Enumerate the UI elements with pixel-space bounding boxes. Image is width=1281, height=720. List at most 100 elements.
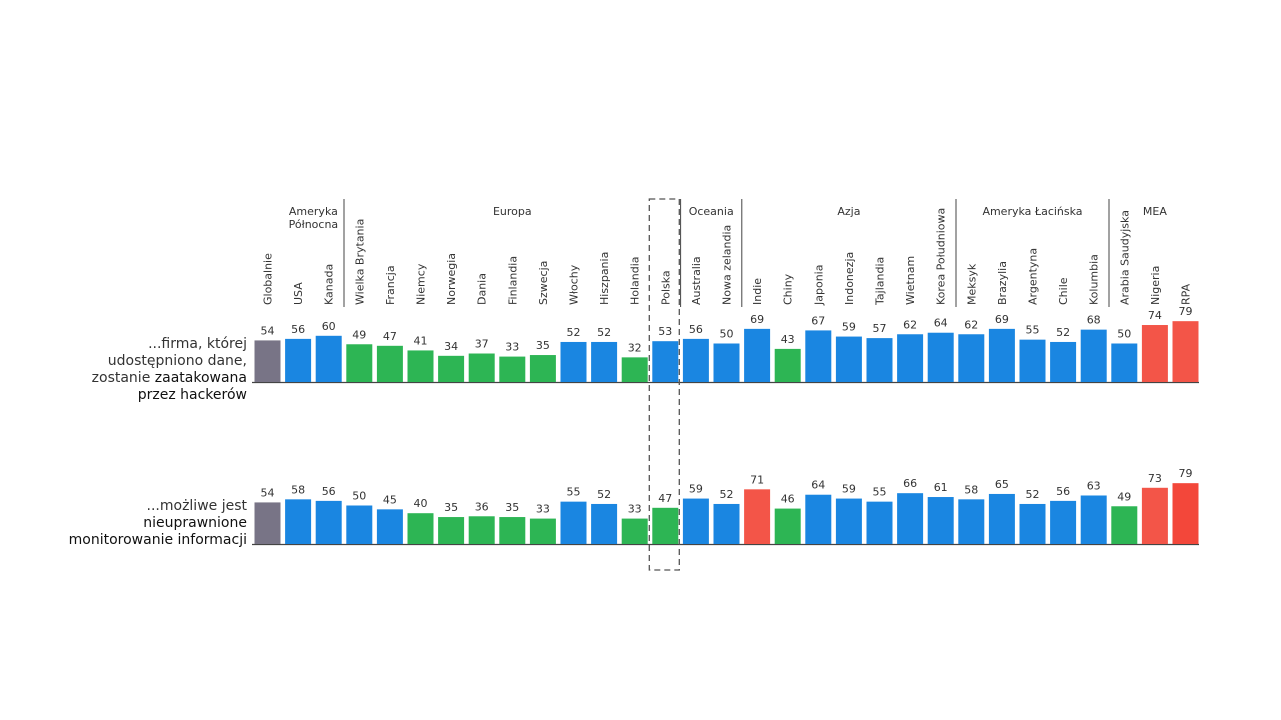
category-label: Finlandia	[506, 256, 519, 305]
category-label: Włochy	[568, 264, 581, 305]
value-label: 52	[1056, 326, 1070, 339]
category-label: Hiszpania	[598, 252, 611, 305]
category-label: Indie	[751, 278, 764, 305]
category-label: Argentyna	[1027, 248, 1040, 305]
value-label: 58	[964, 483, 978, 496]
value-label: 66	[903, 477, 917, 490]
bar	[927, 497, 954, 544]
value-label: 55	[1026, 324, 1040, 337]
category-label: Brazylia	[996, 261, 1009, 305]
value-label: 37	[475, 338, 489, 351]
bar	[346, 344, 373, 382]
category-label: Wietnam	[904, 256, 917, 305]
bar	[407, 513, 434, 544]
row-label-attacked: ...firma, której udostępniono dane, zost…	[92, 336, 247, 404]
bar	[927, 332, 954, 382]
row-label-line: przez hackerów	[137, 387, 247, 403]
value-label: 45	[383, 493, 397, 506]
bar	[529, 518, 556, 544]
category-label: Indonezja	[843, 252, 856, 305]
bar	[744, 328, 771, 382]
bar	[774, 508, 801, 544]
value-label: 40	[414, 497, 428, 510]
category-label: Meksyk	[965, 263, 978, 305]
value-label: 50	[1117, 328, 1131, 341]
value-label: 69	[750, 313, 764, 326]
bar	[1172, 483, 1199, 544]
value-label: 35	[444, 501, 458, 514]
category-label: Polska	[659, 270, 672, 305]
row-label-line: nieuprawnione	[143, 515, 247, 531]
bar	[254, 340, 281, 382]
bar	[285, 499, 312, 544]
region-label: Ameryka	[289, 205, 338, 218]
value-label: 52	[1026, 488, 1040, 501]
bar	[1019, 503, 1046, 544]
bar	[438, 517, 465, 544]
value-label: 41	[414, 334, 428, 347]
bar	[621, 357, 648, 382]
bar	[560, 341, 587, 382]
category-label: Nowa zelandia	[721, 225, 734, 305]
bar	[468, 516, 495, 544]
value-label: 59	[842, 483, 856, 496]
bar	[1141, 487, 1168, 544]
bar	[1080, 329, 1107, 382]
value-label: 56	[1056, 485, 1070, 498]
value-label: 35	[505, 501, 519, 514]
bar	[744, 489, 771, 544]
value-label: 64	[811, 479, 825, 492]
bar	[897, 493, 924, 544]
value-label: 64	[934, 317, 948, 330]
bar	[591, 341, 618, 382]
region-label: Północna	[289, 218, 339, 231]
value-label: 49	[1117, 490, 1131, 503]
region-label: Oceania	[689, 205, 734, 218]
bar	[958, 334, 985, 382]
bar	[1050, 500, 1077, 544]
category-label: Niemcy	[415, 263, 428, 305]
category-label: Dania	[476, 273, 489, 305]
bar	[1141, 325, 1168, 382]
row-label-line: udostępniono dane,	[107, 353, 247, 369]
value-label: 61	[934, 481, 948, 494]
value-label: 34	[444, 340, 458, 353]
bar	[1019, 339, 1046, 382]
value-label: 33	[628, 503, 642, 516]
value-label: 50	[720, 328, 734, 341]
value-label: 50	[352, 490, 366, 503]
bar	[468, 353, 495, 382]
category-label: Korea Południowa	[935, 208, 948, 305]
bar	[315, 500, 342, 544]
bar	[1111, 343, 1138, 382]
bar	[346, 505, 373, 544]
value-label: 47	[658, 492, 672, 505]
category-label: Wielka Brytania	[353, 219, 366, 305]
value-label: 54	[261, 486, 275, 499]
value-label: 68	[1087, 314, 1101, 327]
bar	[591, 503, 618, 544]
value-label: 56	[322, 485, 336, 498]
bar	[407, 350, 434, 382]
bar	[958, 499, 985, 544]
bar	[805, 330, 832, 382]
bar	[835, 336, 862, 382]
bar	[285, 338, 312, 382]
bar	[560, 501, 587, 544]
value-label: 46	[781, 493, 795, 506]
bar	[835, 498, 862, 544]
value-label: 52	[597, 488, 611, 501]
bar	[713, 503, 740, 544]
value-label: 52	[720, 488, 734, 501]
category-label: Norwegia	[445, 253, 458, 305]
category-label: Kolumbia	[1088, 254, 1101, 305]
value-label: 58	[291, 483, 305, 496]
category-label: Chiny	[782, 273, 795, 305]
row-label-line: monitorowanie informacji	[68, 532, 247, 548]
region-label: Europa	[493, 205, 532, 218]
bar	[682, 338, 709, 382]
value-label: 56	[291, 323, 305, 336]
bar	[866, 338, 893, 382]
bar	[774, 348, 801, 382]
value-label: 69	[995, 313, 1009, 326]
